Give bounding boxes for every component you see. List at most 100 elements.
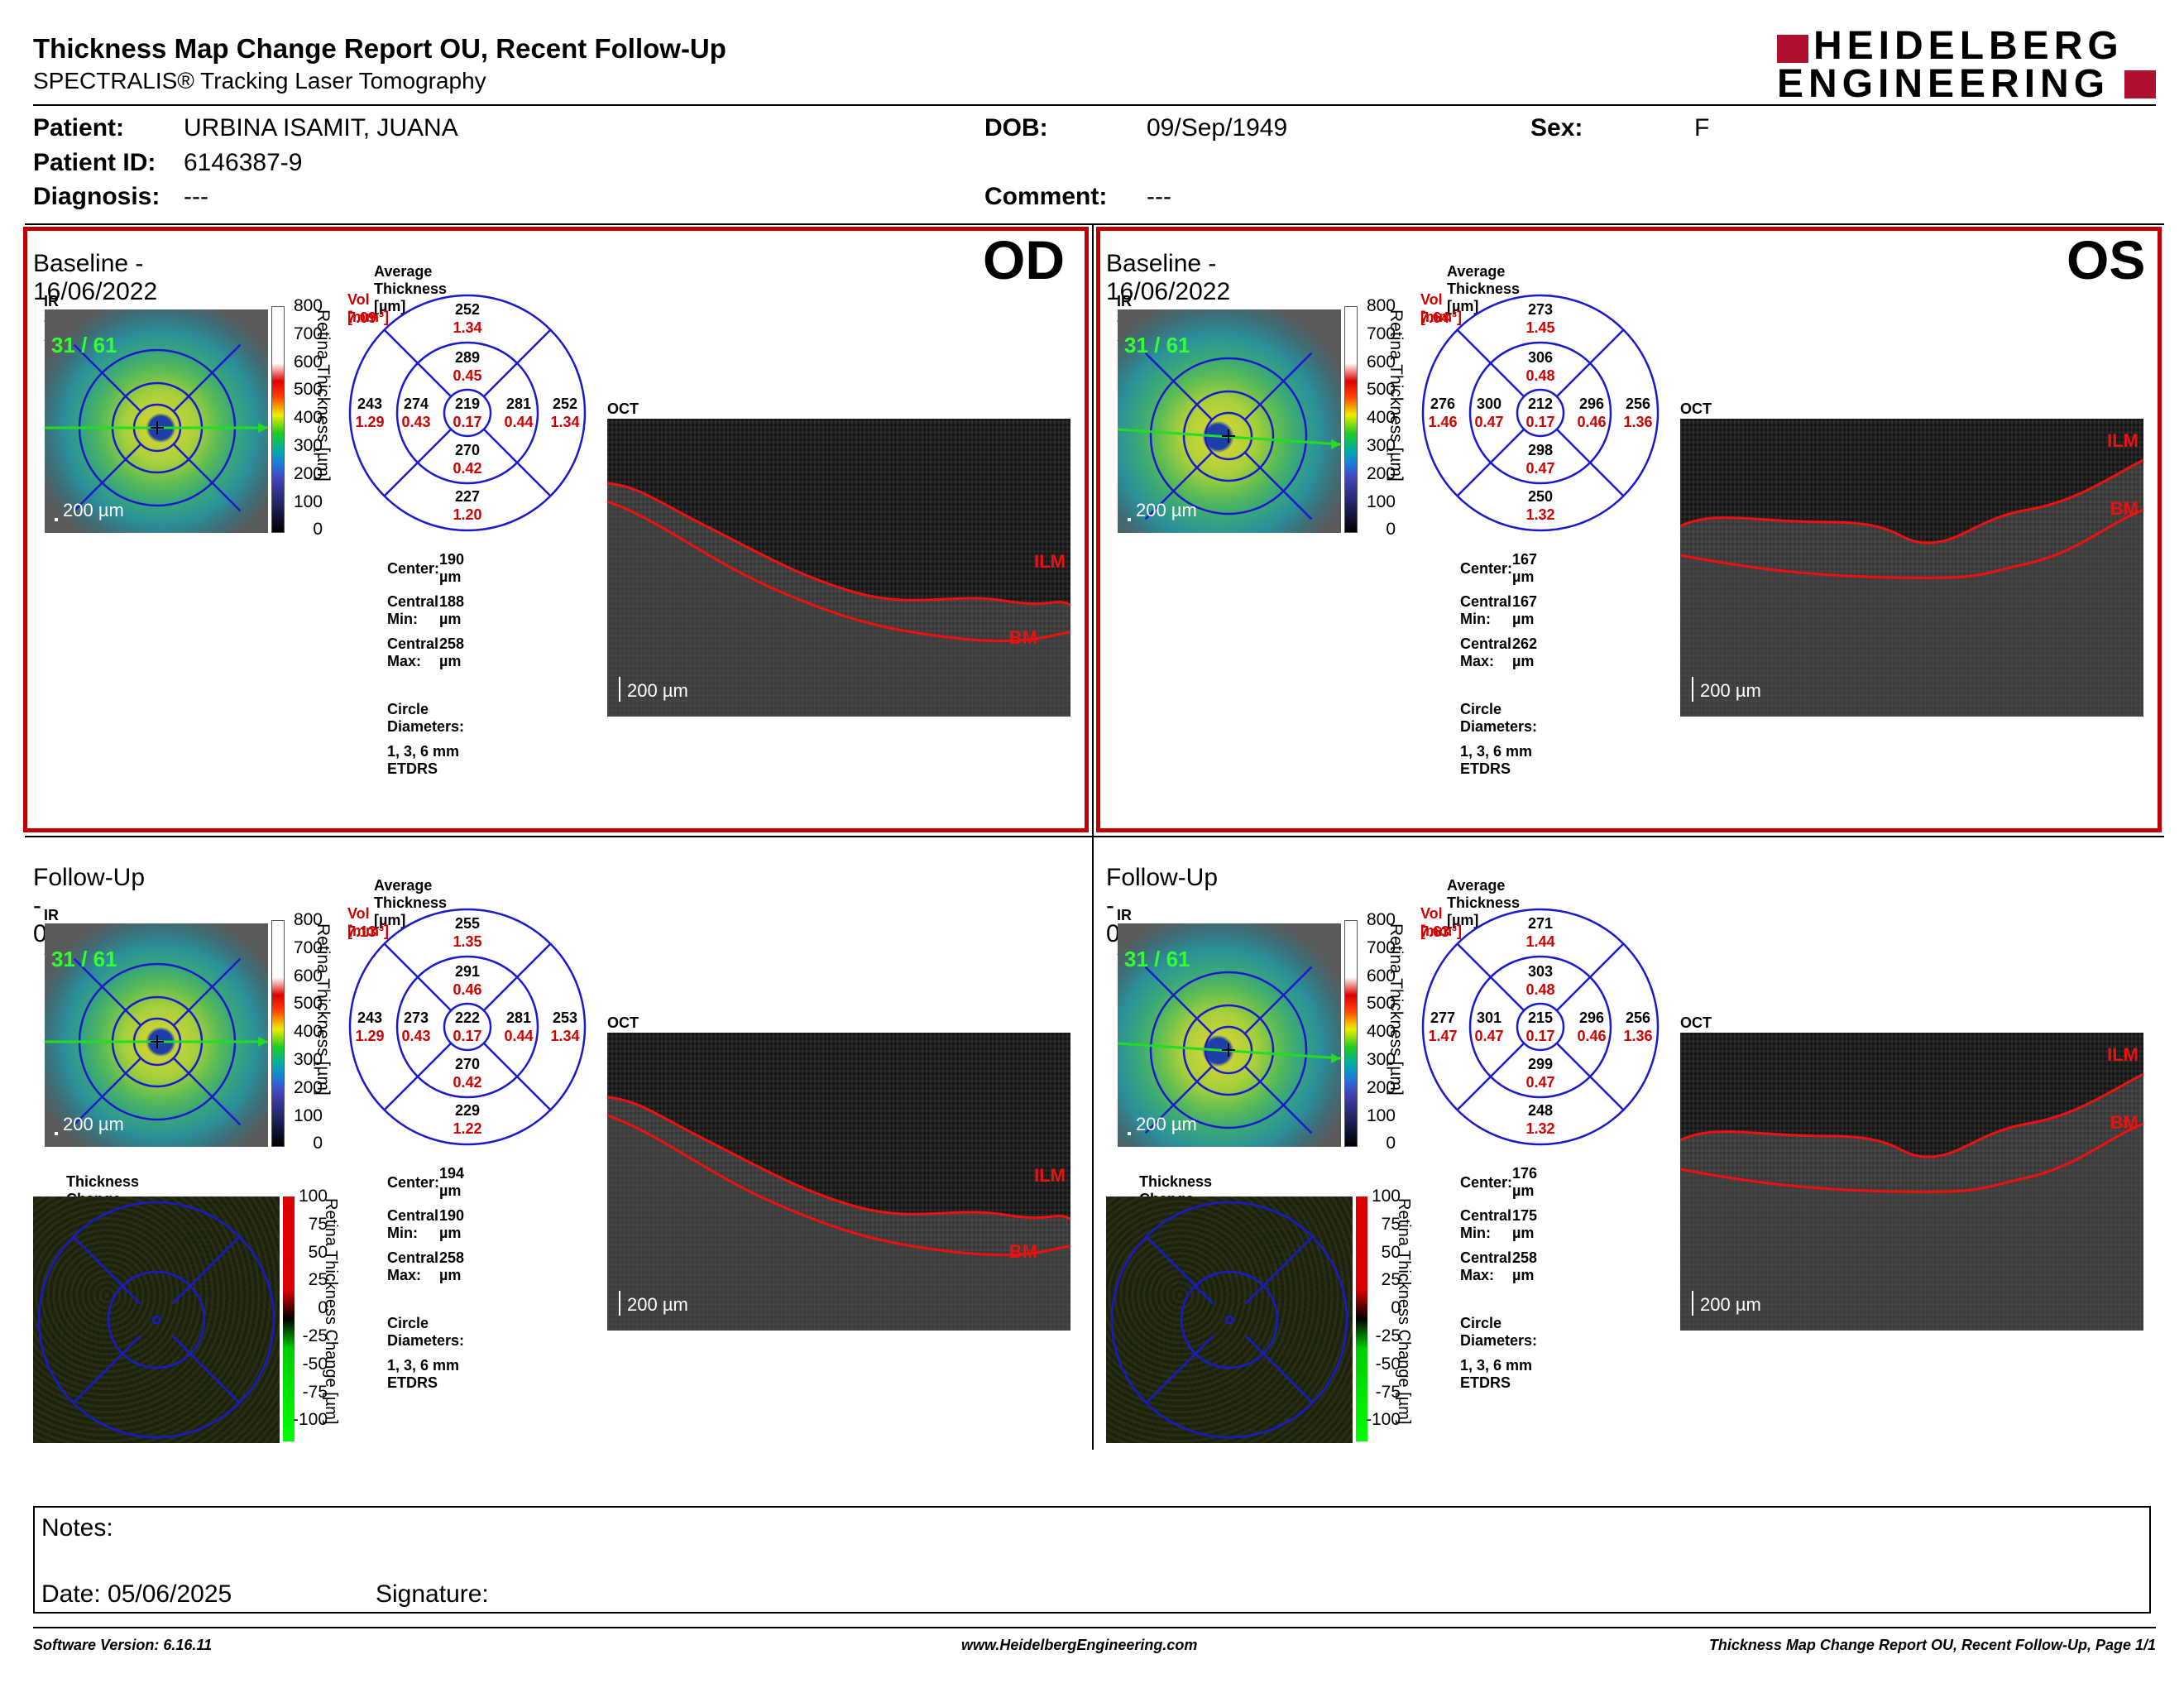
etdrs-thickness: 296 <box>1578 1009 1605 1026</box>
oct-scale-bar: 200 µm <box>1692 1291 1761 1316</box>
etdrs-volume: 1.32 <box>1525 1120 1555 1137</box>
etdrs-chart <box>348 908 587 1146</box>
etdrs-volume: 0.47 <box>1474 1028 1504 1044</box>
fundus-scale-bar <box>55 518 58 521</box>
etdrs-inner-sup: 306 0.48 <box>1514 348 1567 385</box>
colorbar-tick: 700 <box>293 324 323 343</box>
change-colorbar-title: Retina Thickness Change [µm] <box>322 1198 340 1425</box>
diagnosis-value: --- <box>184 183 208 210</box>
etdrs-thickness: 215 <box>1527 1009 1554 1026</box>
colorbar-title: Retina Thickness [µm] <box>314 923 333 1096</box>
etdrs-thickness: 276 <box>1430 396 1456 412</box>
oct-scale-bar: 200 µm <box>619 677 688 702</box>
circle-diameters-label: Circle Diameters: <box>1460 1315 1538 1349</box>
etdrs-inner-left: 273 0.43 <box>390 1009 443 1045</box>
fundus-thickness-image: 31 / 61 200 µm <box>45 309 268 533</box>
frame-counter: 31 / 61 <box>51 333 117 357</box>
etdrs-outer-right: 256 1.36 <box>1612 395 1664 431</box>
etdrs-volume: 1.34 <box>550 1028 580 1044</box>
etdrs-outer-sup: 255 1.35 <box>441 914 494 951</box>
colorbar-tick: 0 <box>313 1134 323 1153</box>
etdrs-volume: 0.47 <box>1525 1074 1555 1091</box>
etdrs-outer-sup: 273 1.45 <box>1514 300 1567 337</box>
colorbar-tick: 100 <box>1366 1105 1396 1125</box>
notes-label: Notes: <box>41 1514 113 1542</box>
avg-thickness-label: Average Thickness [µm] <box>1447 263 1521 314</box>
colorbar-title: Retina Thickness [µm] <box>1387 923 1406 1096</box>
etdrs-volume: 1.35 <box>453 933 482 950</box>
eye-divider <box>1092 225 1094 1450</box>
vol-label: Vol [mm³] <box>1420 905 1462 939</box>
etdrs-inner-left: 301 0.47 <box>1463 1009 1516 1045</box>
colorbar-tick: 100 <box>293 1105 323 1125</box>
fundus-scale-label: 200 µm <box>1136 1114 1197 1134</box>
change-colorbar-tick: 100 <box>298 1187 328 1206</box>
change-colorbar-tick: -50 <box>302 1354 328 1374</box>
colorbar-tick: 300 <box>1366 1050 1396 1069</box>
change-colorbar-tick: -75 <box>1375 1382 1401 1402</box>
colorbar-title: Retina Thickness [µm] <box>1387 309 1406 482</box>
etdrs-inner-right: 296 0.46 <box>1565 1009 1618 1045</box>
etdrs-thickness: 277 <box>1430 1009 1456 1026</box>
notes-box[interactable]: Notes: Date: 05/06/2025 Signature: <box>33 1506 2151 1614</box>
etdrs-thickness: 300 <box>1476 396 1502 412</box>
colorbar-tick: 100 <box>1366 492 1396 511</box>
colorbar-tick: 800 <box>293 296 323 315</box>
etdrs-thickness: 281 <box>505 1009 532 1026</box>
oct-scale-bar: 200 µm <box>1692 677 1761 702</box>
central-min-value: 167 µm <box>1512 593 1538 627</box>
fundus-scale-label: 200 µm <box>63 500 124 520</box>
etdrs-volume: 1.44 <box>1525 933 1555 950</box>
etdrs-inner-right: 281 0.44 <box>492 1009 545 1045</box>
etdrs-thickness: 252 <box>454 301 481 318</box>
os-baseline-highlight <box>1096 227 2162 832</box>
central-min-label: Central Min: <box>1460 593 1512 627</box>
etdrs-volume: 0.48 <box>1525 367 1555 384</box>
colorbar-tick: 800 <box>1366 296 1396 315</box>
etdrs-outer-right: 252 1.34 <box>539 395 592 431</box>
patient-id-value: 6146387-9 <box>184 149 303 176</box>
row-divider <box>25 836 2164 837</box>
change-colorbar-tick: -50 <box>1375 1354 1401 1374</box>
etdrs-volume: 0.43 <box>401 414 431 430</box>
website-link[interactable]: www.HeidelbergEngineering.com <box>961 1637 1198 1653</box>
patient-id-label: Patient ID: <box>33 149 156 176</box>
colorbar-tick: 600 <box>293 352 323 372</box>
panel-title: Baseline - 16/06/2022 <box>33 250 158 305</box>
etdrs-volume: 0.17 <box>453 1028 482 1044</box>
colorbar-tick: 600 <box>1366 352 1396 372</box>
heidelberg-logo: HEIDELBERG ENGINEERING <box>1777 26 2158 104</box>
page-footer: Thickness Map Change Report OU, Recent F… <box>1708 1637 2156 1653</box>
etdrs-volume: 1.34 <box>453 319 482 336</box>
change-colorbar-tick: 25 <box>308 1270 328 1290</box>
colorbar-tick: 300 <box>293 1050 323 1069</box>
etdrs-volume: 0.46 <box>453 981 482 998</box>
etdrs-volume: 1.22 <box>453 1120 482 1137</box>
circle-diameters-value: 1, 3, 6 mm ETDRS <box>1460 743 1533 777</box>
colorbar-tick: 300 <box>1366 436 1396 455</box>
circle-diameters-value: 1, 3, 6 mm ETDRS <box>387 1357 460 1391</box>
etdrs-outer-inf: 229 1.22 <box>441 1101 494 1138</box>
colorbar-tick: 600 <box>293 966 323 985</box>
colorbar-tick: 800 <box>1366 910 1396 929</box>
thickness-colorbar <box>271 306 285 533</box>
colorbar-tick: 400 <box>1366 408 1396 428</box>
vol-value: 7.63 <box>1420 923 1450 940</box>
central-max-label: Central Max: <box>387 1249 439 1283</box>
fundus-thickness-image: 31 / 61 200 µm <box>1118 923 1341 1147</box>
etdrs-outer-left: 243 1.29 <box>343 1009 396 1045</box>
etdrs-thickness: 255 <box>454 915 481 932</box>
central-min-value: 188 µm <box>439 593 465 627</box>
bm-label: BM <box>1008 627 1037 648</box>
etdrs-chart <box>1421 908 1660 1146</box>
change-colorbar-tick: 0 <box>318 1298 328 1318</box>
ilm-label: ILM <box>2107 1044 2138 1065</box>
fundus-thickness-image: 31 / 61 200 µm <box>45 923 268 1147</box>
fundus-thickness-image: 31 / 61 200 µm <box>1118 309 1341 533</box>
etdrs-thickness: 227 <box>454 488 481 505</box>
colorbar-tick: 400 <box>293 1022 323 1042</box>
colorbar-tick: 500 <box>293 380 323 400</box>
etdrs-thickness: 256 <box>1625 1009 1651 1026</box>
avg-thickness-label: Average Thickness [µm] <box>374 877 448 928</box>
change-colorbar-title: Retina Thickness Change [µm] <box>1395 1198 1413 1425</box>
